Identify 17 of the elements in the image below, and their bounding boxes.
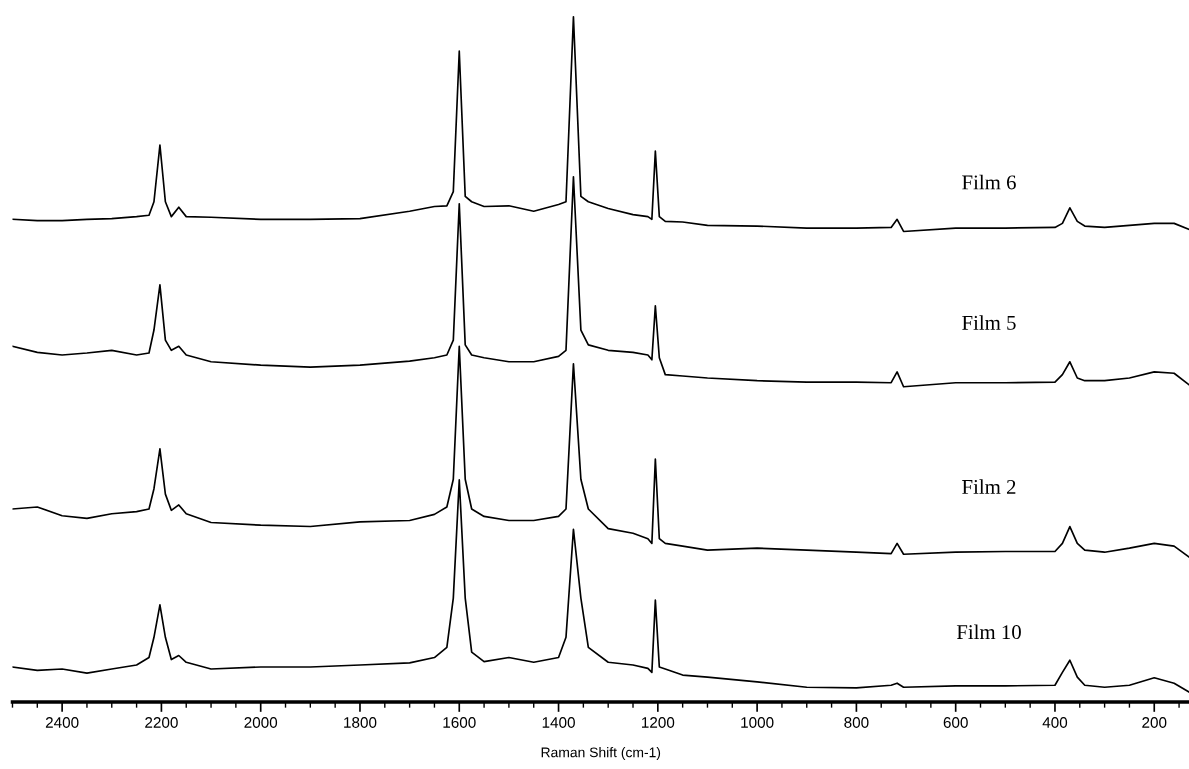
x-tick-label: 2400 — [45, 717, 79, 728]
series-label: Film 6 — [962, 174, 1016, 190]
x-tick-label: 600 — [943, 717, 968, 728]
x-tick-label: 1000 — [741, 717, 774, 728]
text: Film 10 — [956, 624, 1021, 640]
x-tick-label: 1800 — [344, 717, 377, 728]
text: Film 2 — [962, 479, 1016, 494]
x-tick-label: 1600 — [443, 717, 476, 728]
x-tick-label: 400 — [1042, 717, 1068, 728]
x-tick-label: 200 — [1142, 717, 1167, 728]
x-tick-label: 2200 — [145, 717, 178, 728]
x-tick-label: 800 — [844, 717, 869, 728]
x-tick-label: 1200 — [642, 717, 675, 728]
text: Film 5 — [962, 315, 1016, 330]
x-tick-label: 2000 — [244, 717, 278, 728]
x-tick-label: 1400 — [542, 717, 575, 728]
x-axis-title: Raman Shift (cm-1) — [541, 747, 661, 761]
